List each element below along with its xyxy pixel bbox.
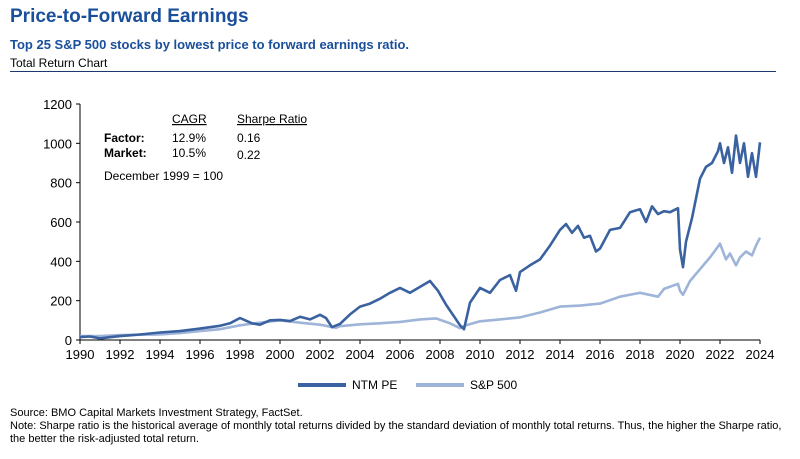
x-tick-label: 2006	[386, 347, 415, 362]
x-tick-label: 1992	[106, 347, 135, 362]
x-tick-label: 2010	[466, 347, 495, 362]
legend-label-ntm-pe: NTM PE	[352, 378, 397, 392]
x-tick-label: 2014	[546, 347, 575, 362]
chart-footer: Source: BMO Capital Markets Investment S…	[10, 407, 790, 446]
series-line-sp500	[80, 237, 762, 338]
x-tick-label: 2018	[626, 347, 655, 362]
y-axis: 0 200 400 600 800 1000 1200	[43, 97, 81, 348]
chart-type-label: Total Return Chart	[10, 56, 108, 70]
x-tick-label: 1994	[146, 347, 175, 362]
legend-label-sp500: S&P 500	[470, 378, 517, 392]
x-tick-label: 2020	[666, 347, 695, 362]
page-subtitle: Top 25 S&P 500 stocks by lowest price to…	[10, 37, 410, 52]
stats-factor-sharpe: 0.16	[237, 131, 261, 145]
header-divider	[10, 71, 776, 72]
source-note: Source: BMO Capital Markets Investment S…	[10, 407, 303, 419]
y-tick-label: 400	[50, 254, 72, 269]
x-tick-label: 2002	[306, 347, 335, 362]
stats-row-label-factor: Factor:	[104, 131, 145, 145]
stats-header-cagr: CAGR	[172, 112, 207, 126]
y-tick-label: 600	[50, 215, 72, 230]
stats-factor-cagr: 12.9%	[172, 131, 206, 145]
x-tick-label: 2022	[706, 347, 735, 362]
chart-legend: NTM PE S&P 500	[298, 378, 517, 392]
stats-market-cagr: 10.5%	[172, 146, 206, 160]
y-tick-label: 800	[50, 176, 72, 191]
stats-header-sharpe: Sharpe Ratio	[237, 112, 307, 126]
stats-base-note: December 1999 = 100	[104, 169, 223, 183]
x-axis: 1990 1992 1994 1996 1998 2000 2002 2004 2006 2008…	[66, 339, 775, 362]
x-tick-label: 2024	[746, 347, 775, 362]
x-tick-label: 2008	[426, 347, 455, 362]
x-tick-label: 2016	[586, 347, 615, 362]
x-tick-label: 2004	[346, 347, 375, 362]
series-layer	[79, 134, 762, 340]
page-title: Price-to-Forward Earnings	[10, 6, 249, 27]
stats-table: CAGR Sharpe Ratio Factor: 12.9% 0.16 Mar…	[104, 112, 307, 183]
x-tick-label: 1996	[186, 347, 215, 362]
stats-market-sharpe: 0.22	[237, 148, 261, 162]
y-tick-label: 1000	[43, 136, 72, 151]
series-line-ntm-pe	[79, 134, 762, 340]
y-tick-label: 0	[65, 333, 72, 348]
sharpe-note: Note: Sharpe ratio is the historical ave…	[10, 420, 782, 445]
stats-row-label-market: Market:	[104, 146, 147, 160]
x-tick-label: 2000	[266, 347, 295, 362]
y-tick-label: 1200	[43, 97, 72, 112]
x-tick-label: 1998	[226, 347, 255, 362]
y-tick-label: 200	[50, 294, 72, 309]
x-tick-label: 1990	[66, 347, 95, 362]
x-tick-label: 2012	[506, 347, 535, 362]
